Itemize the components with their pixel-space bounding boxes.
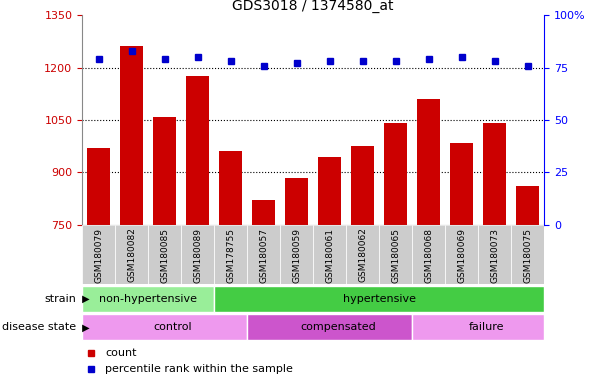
Bar bbox=[351, 146, 374, 225]
Text: GSM178755: GSM178755 bbox=[226, 228, 235, 283]
Bar bbox=[153, 116, 176, 225]
Bar bbox=[318, 157, 341, 225]
Bar bbox=[148, 225, 181, 284]
Text: GSM180073: GSM180073 bbox=[490, 228, 499, 283]
Bar bbox=[214, 225, 247, 284]
Bar bbox=[181, 225, 214, 284]
Bar bbox=[219, 151, 242, 225]
Bar bbox=[120, 46, 143, 225]
Text: GSM180059: GSM180059 bbox=[292, 228, 301, 283]
Bar bbox=[412, 225, 445, 284]
Bar bbox=[247, 225, 280, 284]
Title: GDS3018 / 1374580_at: GDS3018 / 1374580_at bbox=[232, 0, 394, 13]
Text: control: control bbox=[154, 322, 192, 333]
Text: GSM180075: GSM180075 bbox=[523, 228, 532, 283]
Bar bbox=[87, 148, 110, 225]
Bar bbox=[384, 124, 407, 225]
Bar bbox=[82, 286, 214, 311]
Text: GSM180065: GSM180065 bbox=[391, 228, 400, 283]
Text: count: count bbox=[105, 348, 137, 358]
Bar bbox=[450, 143, 473, 225]
Text: GSM180082: GSM180082 bbox=[127, 228, 136, 283]
Text: non-hypertensive: non-hypertensive bbox=[99, 293, 197, 304]
Text: percentile rank within the sample: percentile rank within the sample bbox=[105, 364, 293, 374]
Bar bbox=[285, 177, 308, 225]
Bar bbox=[516, 185, 539, 225]
Text: hypertensive: hypertensive bbox=[343, 293, 416, 304]
Text: ▶: ▶ bbox=[79, 322, 89, 333]
Bar bbox=[313, 225, 346, 284]
Text: GSM180057: GSM180057 bbox=[259, 228, 268, 283]
Bar bbox=[412, 314, 544, 340]
Text: compensated: compensated bbox=[300, 322, 376, 333]
Bar bbox=[417, 99, 440, 225]
Bar bbox=[82, 225, 115, 284]
Bar bbox=[478, 225, 511, 284]
Bar bbox=[280, 225, 313, 284]
Bar bbox=[483, 124, 506, 225]
Text: disease state: disease state bbox=[2, 322, 76, 333]
Text: GSM180079: GSM180079 bbox=[94, 228, 103, 283]
Text: GSM180068: GSM180068 bbox=[424, 228, 433, 283]
Text: GSM180062: GSM180062 bbox=[358, 228, 367, 283]
Bar bbox=[346, 225, 379, 284]
Text: GSM180061: GSM180061 bbox=[325, 228, 334, 283]
Text: strain: strain bbox=[44, 293, 76, 304]
Bar bbox=[511, 225, 544, 284]
Bar bbox=[445, 225, 478, 284]
Text: ▶: ▶ bbox=[79, 293, 89, 304]
Bar bbox=[214, 286, 544, 311]
Bar bbox=[115, 225, 148, 284]
Text: GSM180089: GSM180089 bbox=[193, 228, 202, 283]
Bar bbox=[252, 200, 275, 225]
Text: failure: failure bbox=[469, 322, 504, 333]
Bar bbox=[247, 314, 412, 340]
Bar bbox=[186, 76, 209, 225]
Text: GSM180069: GSM180069 bbox=[457, 228, 466, 283]
Text: GSM180085: GSM180085 bbox=[160, 228, 169, 283]
Bar bbox=[379, 225, 412, 284]
Bar bbox=[82, 314, 247, 340]
